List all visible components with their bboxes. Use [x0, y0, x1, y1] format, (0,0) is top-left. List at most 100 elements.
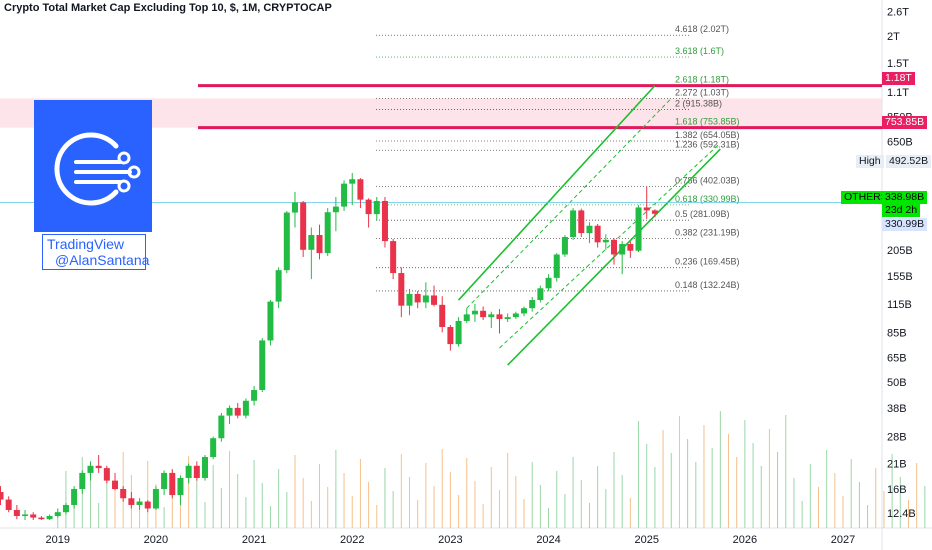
candle-body [324, 212, 331, 254]
candle-body [291, 202, 298, 213]
brand-logo [34, 100, 152, 232]
candle-body [521, 308, 528, 314]
candle-body [341, 183, 348, 207]
candle-body [79, 472, 86, 490]
price-tag-level-1-18t: 1.18T [882, 72, 915, 85]
candle-body [512, 313, 519, 318]
y-tick-label: 16B [887, 484, 907, 496]
fib-level-4-618-label: 4.618 (2.02T) [675, 24, 729, 34]
candle-body [619, 244, 626, 255]
channel-upper-inner-line [466, 98, 672, 309]
y-tick-label: 155B [887, 271, 913, 283]
candle-body [332, 206, 339, 213]
candle-body [87, 465, 94, 473]
candle-body [234, 407, 241, 416]
fib-level-0-148-label: 0.148 (132.24B) [675, 280, 740, 290]
candle-body [414, 293, 421, 303]
symbol-tag: OTHERS [841, 191, 891, 204]
y-tick-label: 115B [887, 299, 912, 311]
candle-body [390, 241, 397, 274]
fib-level-1-382-label: 1.382 (654.05B) [675, 130, 740, 140]
y-tick-label: 65B [887, 353, 907, 365]
candle-body [349, 179, 356, 184]
fib-level-0-382-label: 0.382 (231.19B) [675, 228, 740, 238]
y-tick-label: 50B [887, 377, 907, 389]
candle-body [611, 239, 617, 255]
candle-body [561, 236, 568, 255]
candle-body [439, 304, 446, 328]
candle-body [545, 277, 552, 289]
brand-line-2: @AlanSantana [55, 252, 150, 268]
candle-body [161, 472, 168, 490]
x-tick-label: 2024 [536, 534, 560, 546]
candle-body [651, 210, 658, 214]
fib-level-2-618-label: 2.618 (1.18T) [675, 75, 729, 85]
candle-body [431, 295, 438, 305]
fib-level-2-272-label: 2.272 (1.03T) [675, 87, 729, 97]
candle-body [365, 199, 372, 215]
y-tick-label: 12.4B [887, 508, 916, 520]
candle-body [594, 225, 601, 243]
candle-body [537, 288, 544, 301]
y-tick-label: 38B [887, 403, 907, 415]
high-label: High [856, 155, 884, 168]
candle-body [46, 516, 53, 520]
candle-body [488, 314, 495, 318]
candle-body [602, 239, 609, 243]
fib-level-3-618-label: 3.618 (1.6T) [675, 46, 724, 56]
candle-body [643, 207, 650, 211]
high-value: 492.52B [886, 155, 932, 168]
price-tag-level-753b: 753.85B [882, 116, 928, 129]
fib-level-2-label: 2 (915.38B) [675, 98, 722, 108]
candle-body [553, 254, 560, 278]
x-tick-label: 2026 [733, 534, 757, 546]
countdown-tag: 23d 2h [882, 204, 921, 217]
last-price-tag: 338.98B [882, 191, 928, 204]
candle-body [177, 477, 184, 496]
y-tick-label: 85B [887, 327, 907, 339]
candle-body [635, 207, 642, 251]
fib-618-price-tag: 330.99B [882, 218, 928, 231]
x-tick-label: 2020 [144, 534, 168, 546]
candle-body [463, 314, 470, 321]
candle-body [504, 317, 511, 320]
chart-title: Crypto Total Market Cap Excluding Top 10… [4, 2, 332, 14]
candle-body [120, 489, 127, 499]
y-tick-label: 1.1T [887, 87, 909, 99]
candle-body [136, 501, 143, 505]
y-tick-label: 1.5T [887, 58, 909, 70]
candle-body [62, 504, 69, 513]
y-tick-label: 21B [887, 459, 907, 471]
candle-body [496, 314, 503, 320]
candle-body [144, 501, 151, 509]
candle-body [480, 310, 487, 318]
x-tick-label: 2023 [438, 534, 462, 546]
candle-body [578, 210, 585, 234]
candle-body [275, 270, 282, 302]
candle-body [283, 212, 290, 271]
candle-body [103, 468, 110, 481]
candle-body [210, 438, 217, 458]
candle-body [627, 244, 634, 251]
candle-body [316, 235, 323, 254]
candle-body [381, 200, 388, 242]
candle-body [242, 400, 249, 416]
candle-body [54, 512, 61, 517]
candle-body [202, 457, 208, 478]
candle-body [5, 499, 12, 510]
candle-body [22, 514, 29, 517]
channel-lower-inner-line [499, 142, 721, 349]
channel-upper-line [457, 85, 656, 301]
x-tick-label: 2025 [634, 534, 658, 546]
candle-body [169, 472, 176, 496]
candle-body [226, 407, 233, 416]
x-tick-label: 2022 [340, 534, 364, 546]
candle-body [406, 293, 413, 306]
candle-body [185, 465, 192, 478]
candle-body [570, 210, 577, 237]
y-tick-label: 2.6T [887, 7, 909, 19]
candle-body [30, 514, 37, 518]
fib-level-1-236-label: 1.236 (592.31B) [675, 139, 740, 149]
candle-body [0, 492, 4, 500]
